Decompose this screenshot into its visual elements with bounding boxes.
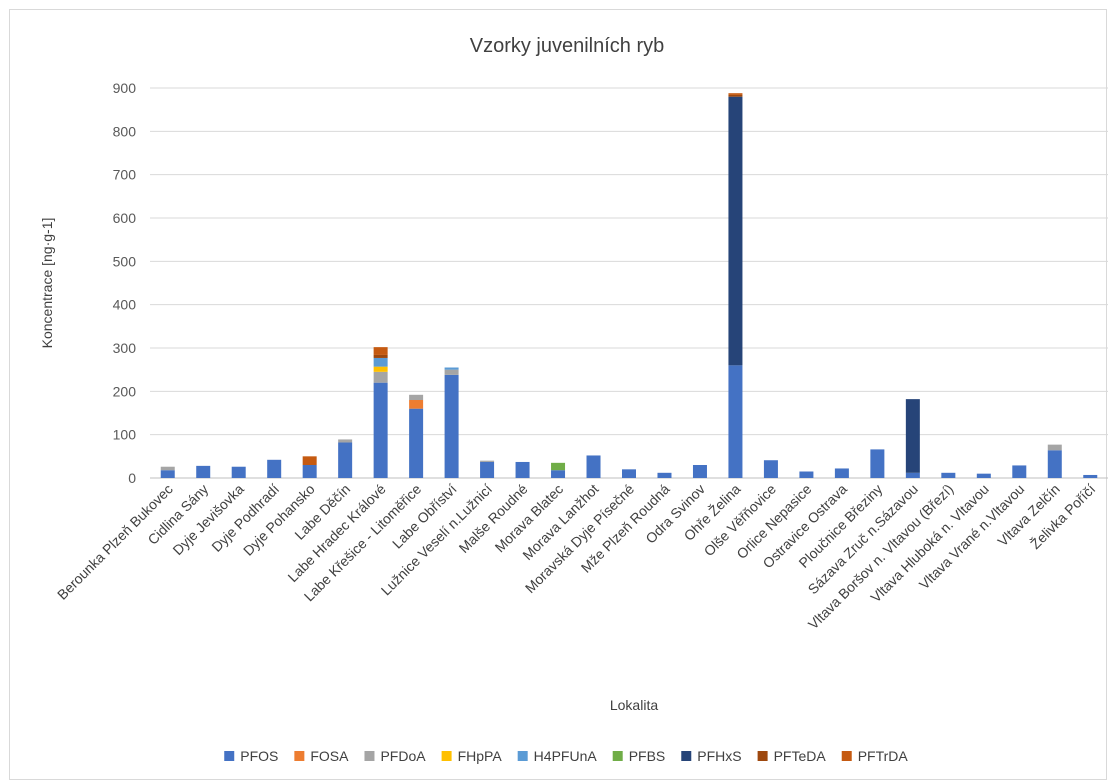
legend-item: FHpPA [441, 748, 503, 764]
legend-swatch [612, 751, 623, 761]
bar-segment [409, 400, 424, 409]
y-tick-label: 700 [113, 167, 137, 183]
legend-label: PFDoA [380, 748, 426, 764]
legend-item: PFTrDA [841, 748, 909, 764]
bar-segment [373, 366, 388, 372]
bar-segment [799, 471, 814, 478]
bar-segment [551, 470, 566, 478]
legend-swatch [364, 751, 375, 761]
y-tick-label: 100 [113, 427, 137, 443]
bar-segment [586, 455, 601, 478]
bar-segment [515, 461, 530, 478]
legend-swatch [224, 751, 235, 761]
gridlines [150, 87, 1108, 479]
bar-segment [728, 96, 743, 366]
bar-segment [728, 93, 743, 95]
legend-label: PFTrDA [858, 748, 909, 764]
bar-segment [870, 449, 885, 478]
legend-label: H4PFUnA [534, 748, 598, 764]
x-axis-title: Lokalita [610, 697, 658, 713]
bar-segment [657, 472, 672, 478]
y-tick-label: 200 [113, 383, 137, 399]
legend-item: PFTeDA [757, 748, 827, 764]
bar-segment [444, 374, 459, 478]
bar-segment [728, 94, 743, 97]
bar-segment [551, 462, 566, 471]
chart-border [9, 9, 1107, 780]
bar-segment [302, 465, 317, 478]
legend-swatch [681, 751, 692, 761]
bar-segment [373, 371, 388, 383]
bar-segment [1012, 465, 1027, 478]
legend-swatch [841, 751, 852, 761]
bar-segment [1047, 450, 1062, 478]
legend: PFOS FOSA PFDoA FHpPA H4PFUnA PFBS PFHxS PFTeDA… [224, 748, 908, 764]
bar-segment [905, 472, 920, 478]
bar-segment [267, 459, 282, 478]
bar-segment [160, 466, 175, 471]
legend-item: FOSA [294, 748, 349, 764]
bar-segment [444, 369, 459, 375]
bar-segment [1047, 444, 1062, 451]
legend-label: PFBS [629, 748, 666, 764]
legend-label: PFHxS [697, 748, 741, 764]
legend-swatch [294, 751, 305, 761]
legend-swatch [441, 751, 452, 761]
bar-segment [373, 354, 388, 358]
bar-segment [409, 394, 424, 400]
bar-segment [444, 367, 459, 370]
bar-segment [196, 465, 211, 478]
y-tick-label: 300 [113, 340, 137, 356]
y-tick-label: 600 [113, 210, 137, 226]
bar-segment [480, 461, 495, 478]
bar-segment [302, 456, 317, 465]
chart-title: Vzorky juvenilních ryb [470, 35, 665, 57]
legend-swatch [517, 751, 528, 761]
y-tick-label: 900 [113, 80, 137, 96]
y-tick-label: 800 [113, 123, 137, 139]
y-tick-label: 0 [128, 470, 136, 486]
bar-segment [622, 469, 636, 478]
legend-label: PFTeDA [774, 748, 827, 764]
y-axis: 0 100 200 300 400 500 600 700 800 900 [113, 80, 137, 486]
bar-segment [231, 466, 246, 478]
legend-label: FOSA [310, 748, 349, 764]
bar-segment [480, 460, 495, 462]
bar-segment [373, 347, 388, 355]
y-tick-label: 500 [113, 253, 137, 269]
bar-segment [834, 468, 849, 478]
bar-segment [160, 470, 175, 478]
legend-item: PFOS [224, 748, 278, 764]
bar-segment [409, 408, 424, 478]
bar-segment [905, 399, 920, 473]
bar-segment [338, 442, 353, 478]
bar-segment [692, 465, 707, 478]
legend-item: PFBS [612, 748, 666, 764]
bar-segment [373, 382, 388, 478]
legend-item: PFHxS [681, 748, 742, 764]
legend-item: H4PFUnA [517, 748, 598, 764]
legend-item: PFDoA [364, 748, 426, 764]
y-tick-label: 400 [113, 297, 137, 313]
legend-label: PFOS [240, 748, 278, 764]
bar-segment [728, 365, 743, 478]
legend-label: FHpPA [458, 748, 503, 764]
bars [160, 93, 1098, 478]
bar-segment [1083, 474, 1098, 478]
legend-swatch [757, 751, 768, 761]
bar-segment [976, 473, 991, 478]
bar-segment [373, 357, 388, 367]
y-axis-title: Koncentrace [ng·g-1] [39, 218, 55, 349]
bar-segment [941, 472, 956, 478]
bar-segment [338, 439, 353, 443]
bar-segment [763, 460, 778, 478]
